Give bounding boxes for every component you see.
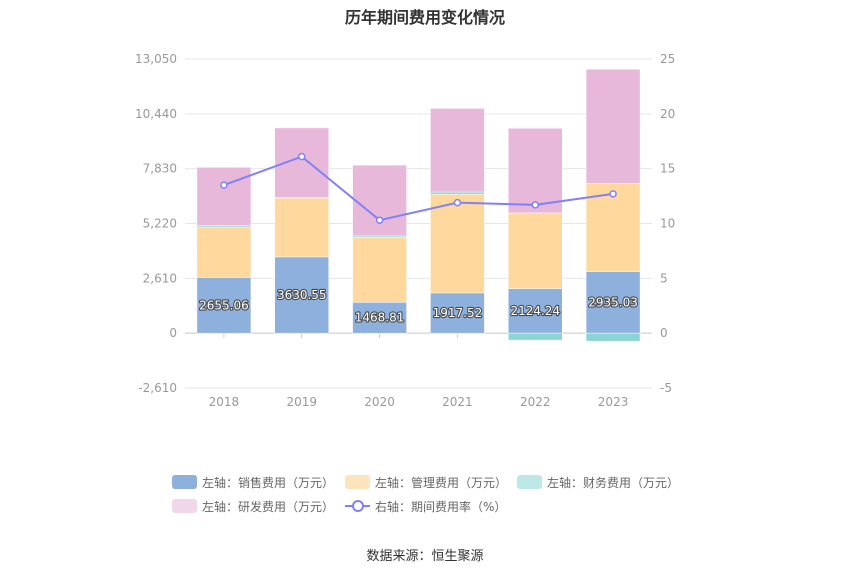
expense-rate-point: [609, 190, 617, 198]
bar-segment: [196, 277, 252, 334]
legend-item[interactable]: 左轴：管理费用（万元）: [345, 472, 507, 492]
legend-item[interactable]: 右轴：期间费用率（%）: [345, 496, 506, 516]
legend-item[interactable]: 左轴：销售费用（万元）: [172, 472, 334, 492]
bar-segment: [196, 226, 252, 278]
bar-segment: [585, 332, 641, 342]
left-axis-tick-label: 5,220: [143, 217, 177, 231]
x-axis-tick-label: 2023: [598, 395, 629, 409]
x-axis-tick-label: 2020: [364, 395, 395, 409]
bar-segment: [352, 236, 407, 303]
legend-label: 左轴：财务费用（万元）: [547, 475, 680, 490]
legend-swatch: [345, 499, 370, 513]
legend-label: 左轴：研发费用（万元）: [202, 499, 335, 514]
bar-segment: [274, 256, 329, 334]
bar-segment: [585, 183, 641, 272]
bar-segment: [352, 302, 407, 334]
bar-segment: [508, 212, 563, 289]
bar-segment: [508, 332, 563, 341]
legend-swatch: [345, 475, 370, 489]
left-axis-tick-label: -2,610: [138, 381, 177, 395]
right-axis-tick-label: 5: [660, 271, 668, 285]
legend-swatch: [517, 475, 542, 489]
bar-segment: [585, 271, 641, 334]
legend-swatch: [172, 475, 197, 489]
bar-segment: [274, 197, 329, 258]
bar-data-label: 1917.52: [433, 306, 483, 320]
right-axis-tick-label: 15: [660, 162, 675, 176]
expense-rate-point: [220, 181, 228, 189]
bar-data-label: 3630.55: [277, 288, 327, 302]
bar-segment: [508, 288, 563, 334]
legend-label: 右轴：期间费用率（%）: [375, 499, 507, 514]
bar-segment: [430, 193, 485, 294]
bar-data-label: 2935.03: [588, 295, 638, 309]
left-axis-tick-label: 0: [169, 326, 177, 340]
bar-segment: [430, 108, 485, 193]
legend-item[interactable]: 左轴：财务费用（万元）: [517, 472, 679, 492]
bar-segment: [430, 292, 485, 334]
right-axis-tick-label: 10: [660, 217, 675, 231]
x-axis-tick-label: 2019: [286, 395, 317, 409]
legend-item[interactable]: 左轴：研发费用（万元）: [172, 496, 334, 516]
data-source: 数据来源：恒生聚源: [366, 549, 484, 564]
right-axis-tick-label: 25: [660, 52, 675, 66]
legend-label: 左轴：管理费用（万元）: [375, 475, 508, 490]
left-axis-tick-label: 2,610: [143, 271, 177, 285]
bar-segment: [196, 167, 252, 226]
bar-segment: [430, 191, 485, 195]
expense-rate-point: [531, 201, 539, 209]
chart-plot: -2,610 0 2,610 5,220 7,830 10,440 13,050 -5 0 5 10…: [135, 52, 675, 409]
left-axis-tick-label: 10,440: [135, 107, 177, 121]
legend-label: 左轴：销售费用（万元）: [202, 475, 335, 490]
x-axis-tick-label: 2022: [520, 395, 551, 409]
x-axis-tick-label: 2018: [209, 395, 240, 409]
bar-data-label: 2655.06: [199, 298, 249, 312]
right-axis-tick-label: 0: [660, 326, 668, 340]
bar-segment: [352, 164, 407, 237]
expense-rate-point: [453, 198, 462, 207]
right-axis-tick-label: 20: [660, 107, 675, 121]
left-axis-tick-label: 7,830: [143, 162, 177, 176]
expense-rate-point: [375, 216, 384, 224]
left-axis-tick-label: 13,050: [135, 52, 177, 66]
legend-swatch: [172, 499, 197, 513]
bar-segment: [508, 127, 563, 214]
chart-title: 历年期间费用变化情况: [344, 8, 505, 27]
bar-segment: [585, 68, 641, 184]
x-axis-tick-label: 2021: [442, 395, 473, 409]
bar-data-label: 2124.24: [510, 304, 560, 318]
expense-rate-point: [298, 152, 306, 161]
expense-rate-line: [223, 155, 614, 222]
right-axis-tick-label: -5: [660, 381, 672, 395]
bar-data-label: 1468.81: [355, 311, 405, 325]
